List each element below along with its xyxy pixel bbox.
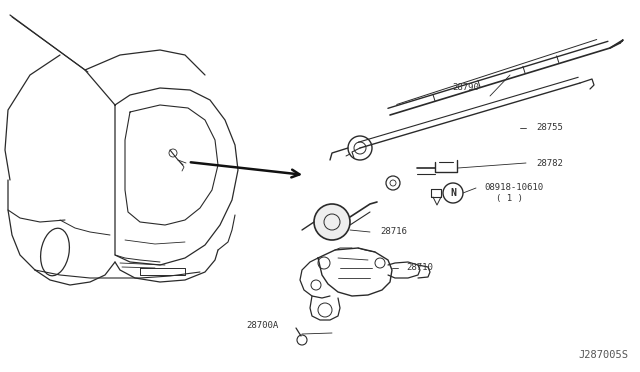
Text: 28782: 28782	[536, 158, 563, 167]
Text: 28716: 28716	[380, 228, 407, 237]
Circle shape	[314, 204, 350, 240]
Text: ( 1 ): ( 1 )	[496, 195, 523, 203]
Text: 08918-10610: 08918-10610	[484, 183, 543, 192]
Text: 28710: 28710	[406, 263, 433, 273]
Text: 28700A: 28700A	[246, 321, 278, 330]
Text: 28755: 28755	[536, 124, 563, 132]
Text: 28790: 28790	[452, 83, 479, 93]
Text: J287005S: J287005S	[578, 350, 628, 360]
Text: N: N	[450, 188, 456, 198]
